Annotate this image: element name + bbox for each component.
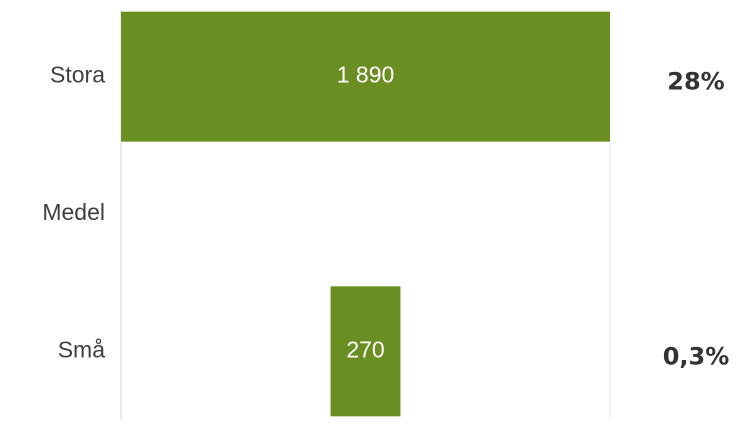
bar — [121, 11, 610, 142]
annotation: 0,3% — [663, 342, 730, 370]
bar — [330, 286, 401, 417]
category-label: Stora — [50, 62, 105, 88]
category-label: Medel — [42, 199, 105, 225]
value-label: 1 890 — [337, 62, 395, 88]
bar — [121, 286, 331, 416]
value-label: 270 — [346, 336, 384, 362]
annotation: 28% — [667, 68, 724, 96]
category-label: Små — [58, 336, 106, 362]
